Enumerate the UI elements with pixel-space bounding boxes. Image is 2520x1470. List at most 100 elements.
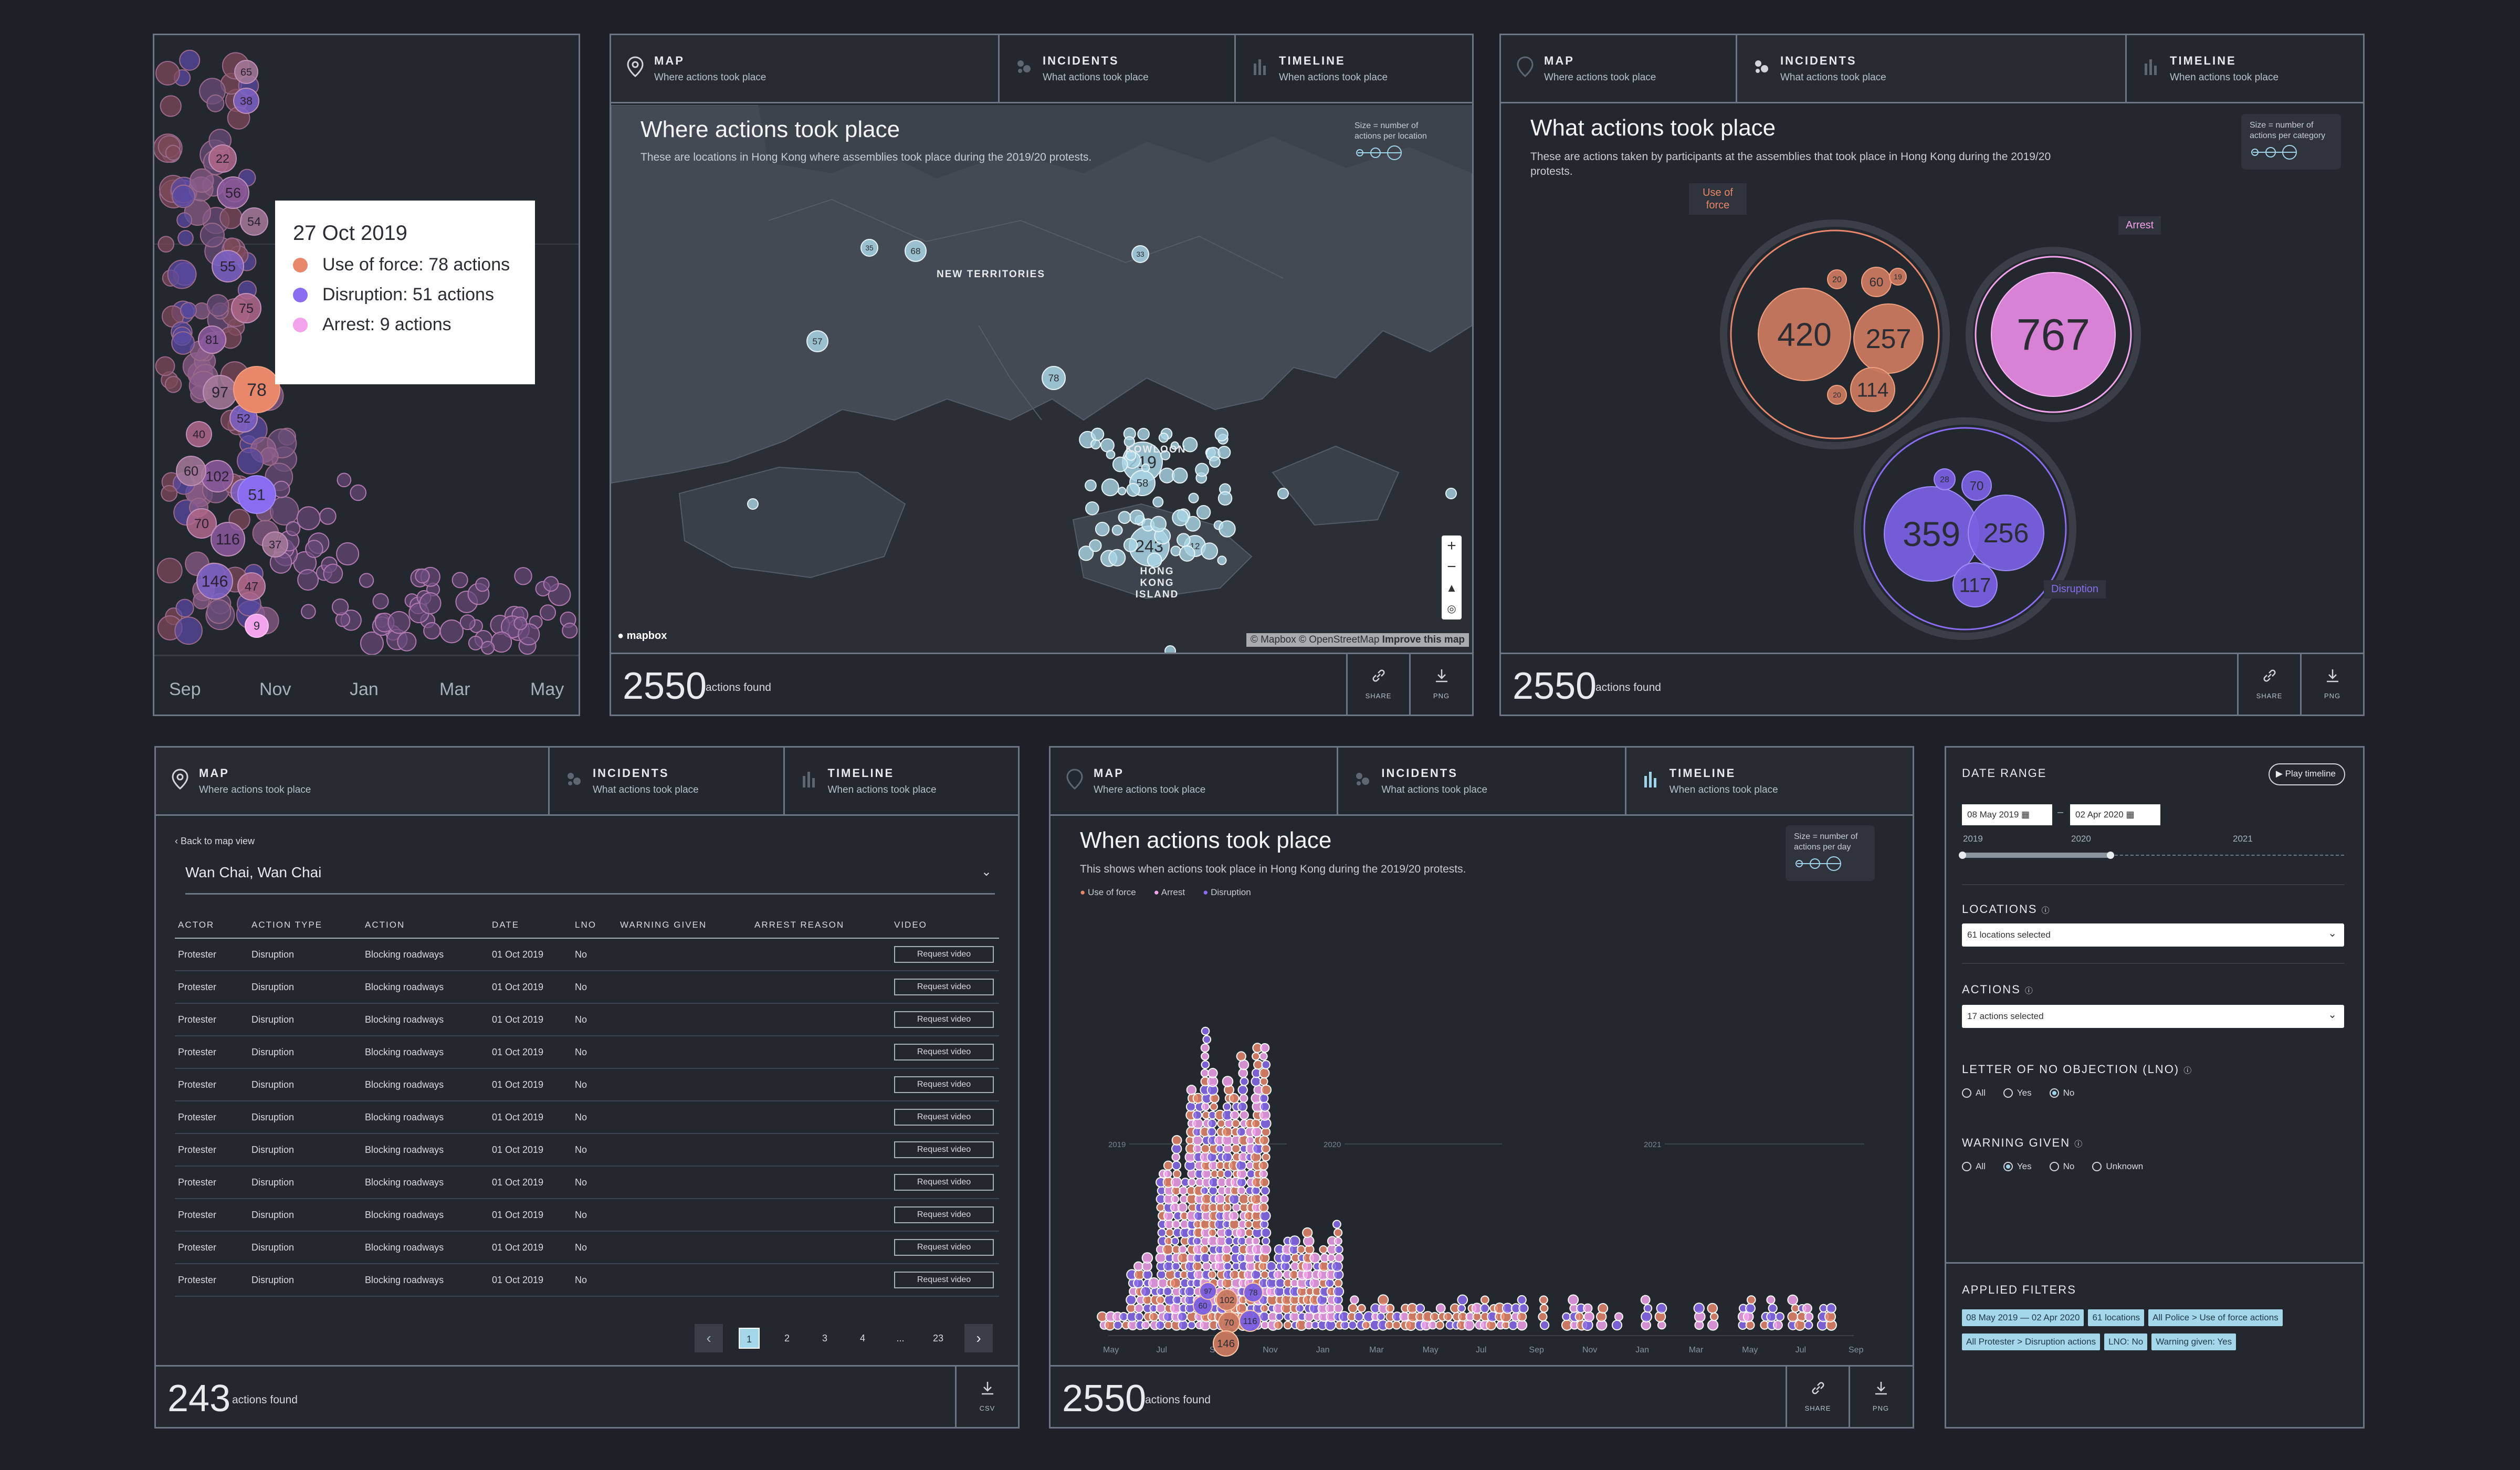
incident-bubble-arrest[interactable]: 767 xyxy=(1991,272,2116,397)
map-bubble[interactable]: 57 xyxy=(806,330,828,352)
timeline-dot[interactable] xyxy=(1156,1295,1165,1305)
timeline-dot[interactable] xyxy=(1517,1311,1527,1322)
timeline-dot[interactable] xyxy=(1259,1101,1270,1112)
incident-bubble-disruption[interactable]: 359 xyxy=(1884,486,1979,582)
slider-handle-end[interactable] xyxy=(2107,852,2114,859)
timeline-dot[interactable] xyxy=(1171,1135,1182,1146)
timeline-dot[interactable] xyxy=(1583,1303,1593,1314)
bubble[interactable] xyxy=(171,331,195,355)
incident-bubble-disruption[interactable]: 256 xyxy=(1968,495,2044,571)
bubble[interactable] xyxy=(419,592,442,615)
timeline-dot[interactable] xyxy=(1331,1261,1343,1272)
timeline-dot[interactable] xyxy=(1258,1067,1270,1079)
timeline-dot[interactable] xyxy=(1252,1236,1261,1246)
map-bubble-small[interactable] xyxy=(1125,450,1137,461)
timeline-dot[interactable] xyxy=(1518,1303,1529,1314)
timeline-dot[interactable] xyxy=(1208,1228,1217,1237)
bubble[interactable] xyxy=(513,616,528,631)
map-bubble[interactable]: 35 xyxy=(860,239,878,257)
map-bubble-small[interactable] xyxy=(1160,450,1171,460)
request-video-button[interactable]: Request video xyxy=(894,1011,994,1028)
bubble-labeled[interactable]: 38 xyxy=(233,88,259,114)
timeline-dot[interactable] xyxy=(1171,1194,1180,1204)
timeline-dot[interactable] xyxy=(1133,1261,1143,1272)
timeline-bubble-labeled[interactable]: 102 xyxy=(1216,1289,1238,1311)
timeline-dot[interactable] xyxy=(1259,1177,1270,1188)
timeline-dot[interactable] xyxy=(1377,1312,1385,1321)
filter-chip[interactable]: LNO: No xyxy=(2104,1334,2148,1350)
bubble-labeled[interactable]: 60 xyxy=(176,456,206,486)
timeline-dot[interactable] xyxy=(1207,1118,1217,1129)
timeline-dot[interactable] xyxy=(1539,1320,1550,1330)
bubble-labeled[interactable]: 47 xyxy=(237,572,266,601)
share-button[interactable]: SHARE xyxy=(1786,1367,1849,1427)
incident-bubble-use-of-force[interactable]: 114 xyxy=(1850,367,1895,412)
bubble[interactable] xyxy=(372,593,389,610)
bubble[interactable] xyxy=(206,599,232,624)
map-bubble-small[interactable] xyxy=(1090,439,1101,450)
bubble[interactable] xyxy=(158,236,174,253)
map-bubble-small[interactable] xyxy=(1196,505,1211,520)
map-bubble-small[interactable] xyxy=(1150,516,1167,532)
radio-option[interactable]: Yes xyxy=(2003,1088,2032,1098)
incident-bubble-use-of-force[interactable]: 60 xyxy=(1861,267,1892,297)
incident-bubble-use-of-force[interactable]: 20 xyxy=(1827,269,1847,289)
timeline-dot[interactable] xyxy=(1596,1311,1607,1322)
timeline-dot[interactable] xyxy=(1236,1051,1246,1062)
map-bubble-small[interactable] xyxy=(1112,456,1128,472)
timeline-bubble-labeled[interactable]: 97 xyxy=(1199,1282,1217,1300)
timeline-dot[interactable] xyxy=(1259,1052,1268,1061)
map-bubble-small[interactable] xyxy=(1118,487,1127,496)
bubble[interactable] xyxy=(161,485,178,502)
timeline-dot[interactable] xyxy=(1245,1228,1254,1237)
highlight-arrest[interactable]: 9 xyxy=(245,614,269,638)
timeline-dot[interactable] xyxy=(1259,1169,1268,1179)
map-bubble[interactable]: 78 xyxy=(1042,366,1066,390)
request-video-button[interactable]: Request video xyxy=(894,1272,994,1288)
bubble[interactable] xyxy=(336,542,360,566)
timeline-dot[interactable] xyxy=(1222,1244,1232,1255)
bubble-labeled[interactable]: 40 xyxy=(186,421,212,447)
timeline-dot[interactable] xyxy=(1192,1110,1202,1120)
map-bubble-small[interactable] xyxy=(1085,479,1097,492)
timeline-dot[interactable] xyxy=(1539,1295,1548,1305)
timeline-dot[interactable] xyxy=(1157,1277,1168,1289)
timeline-dot[interactable] xyxy=(1238,1059,1250,1070)
slider-handle-start[interactable] xyxy=(1959,852,1966,859)
map-bubble-small[interactable] xyxy=(1164,645,1176,653)
date-to-input[interactable]: 02 Apr 2020 ▦ xyxy=(2070,804,2160,825)
timeline-dot[interactable] xyxy=(1259,1043,1270,1053)
bubble[interactable] xyxy=(350,484,367,501)
bubble-labeled[interactable]: 70 xyxy=(186,508,217,539)
timeline-dot[interactable] xyxy=(1457,1304,1466,1313)
timeline-dot[interactable] xyxy=(1171,1236,1180,1246)
png-download-button[interactable]: PNG xyxy=(2300,654,2363,715)
request-video-button[interactable]: Request video xyxy=(894,946,994,963)
tab-incidents[interactable]: INCIDENTS What actions took place xyxy=(1000,35,1236,102)
table-row[interactable]: Protester Disruption Blocking roadways 01 O… xyxy=(175,1101,999,1134)
share-button[interactable]: SHARE xyxy=(1346,654,1409,715)
timeline-dot[interactable] xyxy=(1261,1236,1270,1246)
timeline-dot[interactable] xyxy=(1230,1110,1240,1120)
timeline-dot[interactable] xyxy=(1251,1126,1263,1138)
incident-bubble-use-of-force[interactable]: 257 xyxy=(1853,303,1924,374)
timeline-dot[interactable] xyxy=(1251,1186,1261,1195)
timeline-dot[interactable] xyxy=(1156,1203,1165,1212)
timeline-dot[interactable] xyxy=(1350,1295,1359,1305)
timeline-dot[interactable] xyxy=(1772,1320,1783,1330)
timeline-dot[interactable] xyxy=(1224,1228,1233,1237)
timeline-dot[interactable] xyxy=(1385,1304,1395,1313)
timeline-dot[interactable] xyxy=(1245,1136,1255,1145)
bubble[interactable] xyxy=(219,206,243,229)
timeline-dot[interactable] xyxy=(1348,1320,1358,1330)
timeline-dot[interactable] xyxy=(1435,1320,1445,1330)
tab-timeline[interactable]: TIMELINE When actions took place xyxy=(1626,748,1913,814)
bubble[interactable] xyxy=(323,563,343,584)
radio-option[interactable]: Unknown xyxy=(2092,1161,2143,1172)
bubble[interactable] xyxy=(387,611,411,634)
timeline-dot[interactable] xyxy=(1155,1252,1167,1264)
timeline-dot[interactable] xyxy=(1222,1102,1232,1111)
bubble[interactable] xyxy=(206,294,229,317)
timeline-dot[interactable] xyxy=(1261,1084,1272,1096)
timeline-dot[interactable] xyxy=(1228,1211,1239,1221)
